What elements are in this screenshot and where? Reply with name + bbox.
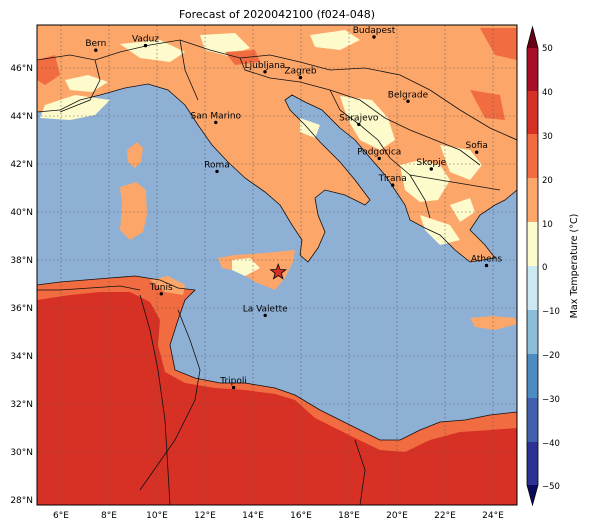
city-label: La Valette xyxy=(243,304,288,314)
colorbar-tick: −20 xyxy=(542,351,560,361)
colorbar-tick: 30 xyxy=(542,132,553,142)
corsica xyxy=(127,142,143,168)
city-dot xyxy=(263,313,267,318)
city-label: Tripoli xyxy=(219,377,247,387)
cool-patches xyxy=(40,30,482,276)
city-label: Tirana xyxy=(378,174,407,184)
city-dot xyxy=(215,169,219,174)
city-label: Zagreb xyxy=(284,67,316,77)
city-dot xyxy=(484,263,489,268)
city-dot xyxy=(406,99,410,104)
city-label: Skopje xyxy=(416,158,446,168)
lat-tick-label: 46°N xyxy=(10,64,33,74)
lat-tick-label: 36°N xyxy=(10,304,33,314)
city-dot xyxy=(475,150,479,154)
colorbar-segment xyxy=(527,354,538,399)
city-dot xyxy=(377,156,381,161)
colorbar-tick: 0 xyxy=(542,263,547,273)
land-north-warm xyxy=(37,25,517,262)
coastlines xyxy=(37,83,517,441)
colorbar-segment xyxy=(527,266,538,311)
lon-tick-label: 22°E xyxy=(434,511,456,521)
colorbar-tick: 10 xyxy=(542,220,553,230)
city-dot xyxy=(214,120,218,125)
city-label: Belgrade xyxy=(388,90,429,100)
crete xyxy=(470,316,517,330)
lon-tick-label: 8°E xyxy=(101,511,117,521)
lon-tick-label: 18°E xyxy=(338,511,360,521)
colorbar-tick: −40 xyxy=(542,439,560,449)
lon-tick-label: 16°E xyxy=(290,511,312,521)
lat-tick-label: 44°N xyxy=(10,112,33,122)
map-frame xyxy=(36,24,518,506)
city-dot xyxy=(298,75,303,80)
graticule xyxy=(37,25,517,505)
marker-star-icon xyxy=(269,263,287,280)
city-label: Athens xyxy=(471,255,502,265)
colorbar-tick: 50 xyxy=(542,44,553,54)
tunisia-coast xyxy=(150,276,185,295)
lon-tick-label: 24°E xyxy=(482,511,504,521)
city-label: San Marino xyxy=(191,111,242,121)
warm-patches xyxy=(37,28,517,120)
city-label: Bern xyxy=(85,39,106,49)
colorbar-segment xyxy=(527,310,538,355)
lon-tick-label: 10°E xyxy=(146,511,168,521)
city-label: Podgorica xyxy=(357,147,401,157)
colorbar-tick: 20 xyxy=(542,176,553,186)
city-label: Budapest xyxy=(353,26,396,36)
city-dot xyxy=(357,122,361,127)
colorbar: 50 40 30 20 10 0 −10 −20 −30 −40 −50 Max… xyxy=(526,25,580,507)
city-label: Vaduz xyxy=(132,35,159,45)
city-dot xyxy=(263,70,267,74)
city-dot xyxy=(372,35,376,39)
lon-tick-label: 14°E xyxy=(242,511,264,521)
city-dot xyxy=(159,292,163,296)
city-label: Sarajevo xyxy=(339,113,379,123)
colorbar-segment xyxy=(527,398,538,443)
lat-tick-label: 28°N xyxy=(10,496,33,506)
colorbar-extend-bottom xyxy=(527,485,538,505)
lat-tick-label: 34°N xyxy=(10,352,33,362)
lon-tick-label: 12°E xyxy=(194,511,216,521)
colorbar-segment xyxy=(527,91,538,135)
city-dot xyxy=(94,48,98,52)
lon-tick-label: 6°E xyxy=(53,511,69,521)
lat-tick-label: 42°N xyxy=(10,160,33,170)
city-label: Tunis xyxy=(149,283,173,293)
colorbar-tick: −10 xyxy=(542,307,560,317)
latitude-axis: 46°N 44°N 42°N 40°N 38°N 36°N 34°N 32°N … xyxy=(10,64,33,506)
lat-tick-label: 40°N xyxy=(10,208,33,218)
colorbar-segment xyxy=(527,48,538,92)
city-dot xyxy=(391,183,395,187)
colorbar-segment xyxy=(527,134,538,179)
colorbar-segment xyxy=(527,178,538,223)
city-dot xyxy=(231,385,236,390)
map-title: Forecast of 2020042100 (f024-048) xyxy=(179,8,375,21)
colorbar-segment xyxy=(527,222,538,267)
lat-tick-label: 30°N xyxy=(10,448,33,458)
city-label: Roma xyxy=(204,160,230,170)
city-dot xyxy=(143,43,148,48)
longitude-axis: 6°E 8°E 10°E 12°E 14°E 16°E 18°E 20°E 22… xyxy=(53,511,504,521)
colorbar-tick: −50 xyxy=(542,482,560,492)
lat-tick-label: 32°N xyxy=(10,400,33,410)
colorbar-segment xyxy=(527,442,538,486)
lon-tick-label: 20°E xyxy=(386,511,408,521)
city-label: Sofia xyxy=(465,141,487,151)
city-dot xyxy=(429,167,433,171)
colorbar-tick: 40 xyxy=(542,88,553,98)
colorbar-tick: −30 xyxy=(542,395,560,405)
lat-tick-label: 38°N xyxy=(10,256,33,266)
city-label: Ljubljana xyxy=(245,61,286,71)
sardinia xyxy=(120,182,147,240)
colorbar-extend-top xyxy=(527,27,538,48)
colorbar-label: Max Temperature (°C) xyxy=(569,214,580,319)
